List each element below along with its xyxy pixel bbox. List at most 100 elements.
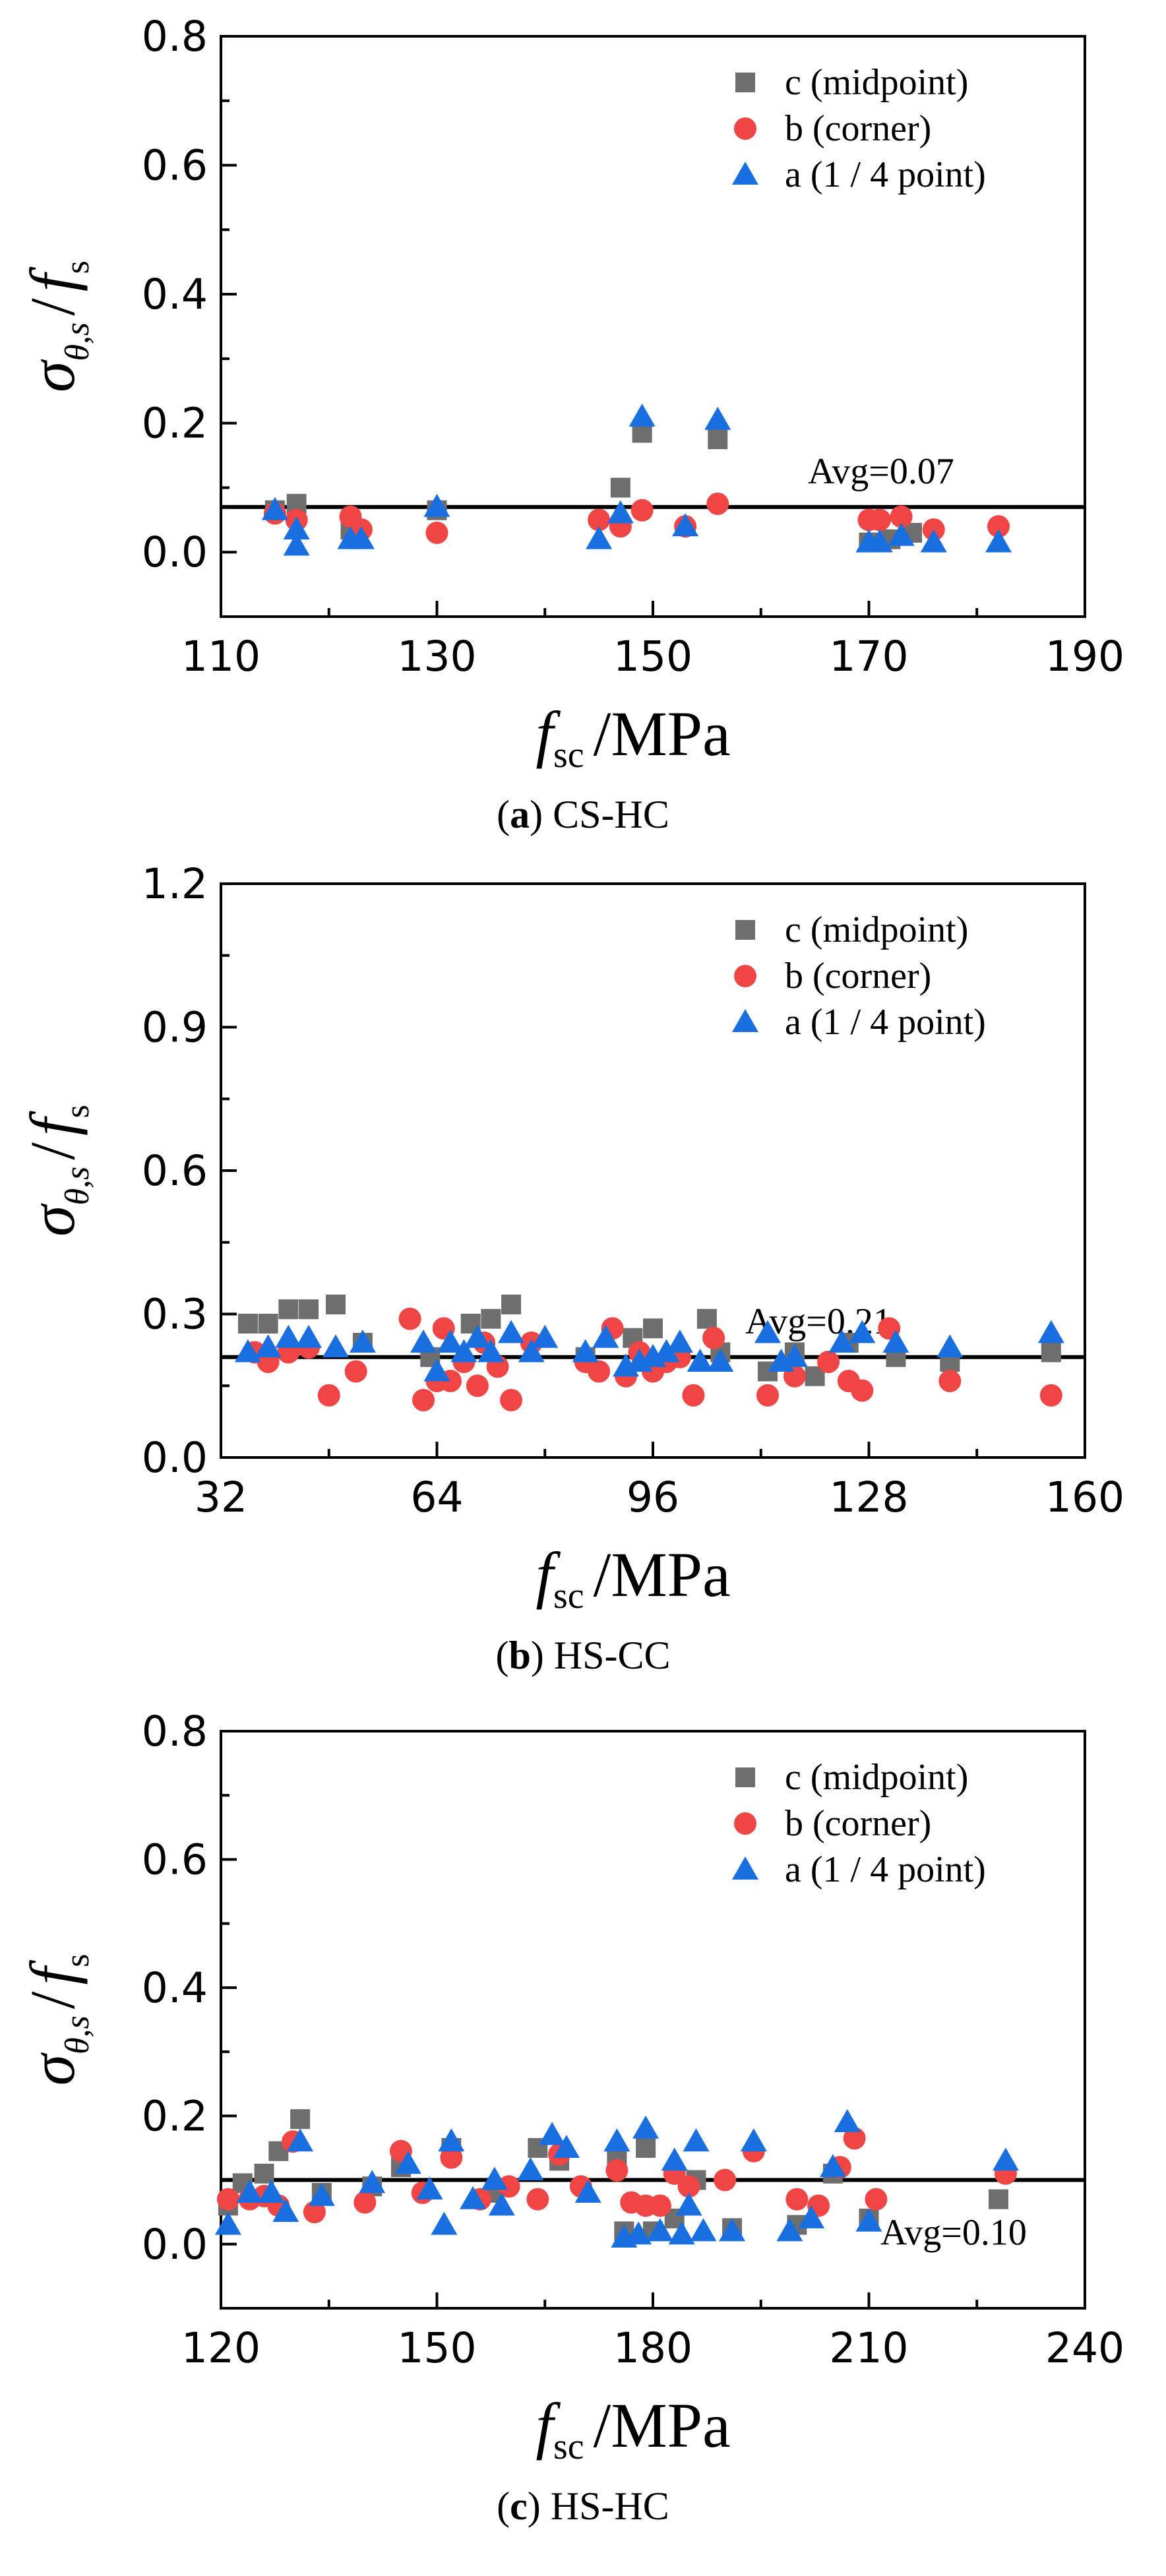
chart-panel-c: 120 150 180 210 240 0.0 0.2 0.4 0.6 0.8 Avg=0.10 c … [17, 1707, 1124, 2528]
data-point-square [989, 2189, 1008, 2209]
data-point-circle [440, 2146, 463, 2169]
data-point-square [258, 1314, 278, 1334]
data-point-circle [865, 2188, 888, 2211]
data-point-triangle [481, 2166, 508, 2190]
data-point-triangle [888, 522, 915, 546]
data-point-triangle [477, 1339, 505, 1363]
data-point-triangle [348, 526, 375, 549]
data-point-triangle [416, 2176, 443, 2200]
data-point-triangle [920, 529, 947, 553]
data-point-circle [714, 2168, 737, 2192]
data-point-triangle [349, 1330, 376, 1353]
legend-marker-triangle [732, 1856, 758, 1880]
data-point-circle [851, 1379, 874, 1402]
legend-label: c (midpoint) [785, 1757, 968, 1798]
x-tick-label: 110 [181, 632, 261, 681]
data-point-triangle [423, 493, 450, 517]
data-point-triangle [754, 1320, 781, 1343]
data-point-triangle [668, 2221, 695, 2245]
x-tick-label: 190 [1045, 632, 1124, 681]
data-point-circle [317, 1384, 340, 1407]
data-point-circle [425, 521, 448, 544]
legend-marker-circle [734, 965, 756, 987]
y-tick-label: 0.8 [142, 13, 208, 61]
data-point-circle [987, 515, 1010, 538]
y-axis-label: σθ,s/fs [17, 1954, 96, 2086]
data-point-triangle [586, 526, 613, 549]
data-point-square [237, 1314, 258, 1334]
data-point-triangle [625, 2221, 652, 2245]
legend-label: a (1 / 4 point) [785, 1849, 986, 1890]
data-point-triangle [308, 2182, 335, 2206]
data-point-triangle [394, 2151, 421, 2174]
data-point-circle [526, 2188, 549, 2211]
data-point-triangle [707, 1349, 734, 1372]
data-point-triangle [258, 2180, 285, 2203]
data-point-triangle [798, 2205, 825, 2228]
data-point-triangle [437, 1330, 464, 1353]
data-point-circle [677, 2175, 700, 2198]
data-point-triangle [295, 1324, 322, 1348]
data-point-circle [466, 1374, 489, 1397]
data-point-square [1041, 1342, 1061, 1363]
data-point-triangle [517, 2157, 544, 2180]
data-point-triangle [666, 1330, 693, 1353]
data-point-square [299, 1299, 319, 1320]
average-label: Avg=0.07 [808, 451, 954, 492]
data-point-triangle [539, 2122, 566, 2145]
data-point-triangle [275, 1324, 302, 1348]
data-point-triangle [646, 2218, 673, 2242]
data-point-square [290, 2109, 311, 2130]
data-point-triangle [675, 2192, 702, 2216]
legend-marker-circle [734, 1812, 756, 1835]
panel-caption: (b) HS-CC [495, 1634, 670, 1677]
data-point-triangle [855, 2208, 882, 2232]
chart-panel-a: 110 130 150 170 190 0.0 0.2 0.4 0.6 0.8 Avg=0.07 c … [17, 13, 1124, 836]
data-point-triangle [632, 2115, 660, 2139]
data-point-circle [344, 1360, 367, 1383]
data-point-circle [216, 2188, 239, 2211]
data-point-circle [303, 2201, 326, 2224]
data-point-triangle [553, 2134, 580, 2158]
data-point-triangle [661, 2147, 688, 2171]
y-axis-label: σθ,s/fs [17, 1105, 96, 1237]
data-point-square [708, 429, 728, 450]
data-point-triangle [629, 403, 656, 427]
legend-marker-square [735, 920, 755, 940]
legend: c (midpoint) b (corner) a (1 / 4 point) [732, 1757, 986, 1890]
data-point-triangle [834, 2109, 861, 2133]
data-point-triangle [518, 1339, 545, 1363]
data-point-triangle [322, 1334, 349, 1358]
y-tick-label: 0.6 [142, 1835, 208, 1884]
data-point-triangle [704, 406, 731, 430]
y-tick-label: 0.4 [142, 1964, 208, 2012]
y-tick-label: 0.4 [142, 270, 208, 319]
y-tick-label: 0.6 [142, 1147, 208, 1195]
data-point-circle [706, 492, 729, 515]
series-triangle [214, 2109, 1019, 2248]
legend-label: a (1 / 4 point) [785, 1002, 986, 1043]
x-tick-label: 180 [613, 2324, 692, 2372]
legend-marker-triangle [732, 162, 758, 185]
data-point-triangle [572, 1339, 599, 1363]
x-tick-label: 210 [829, 2324, 908, 2372]
data-point-circle [756, 1384, 779, 1407]
data-point-triangle [1037, 1320, 1064, 1343]
data-point-triangle [776, 2218, 803, 2242]
legend-label: b (corner) [785, 108, 931, 149]
y-tick-label: 0.0 [142, 2221, 208, 2269]
data-point-triangle [532, 1324, 559, 1348]
series-triangle [234, 1320, 1064, 1382]
legend-marker-square [735, 1767, 755, 1787]
x-tick-label: 64 [410, 1473, 463, 1521]
data-point-triangle [450, 1339, 477, 1363]
data-point-circle [938, 1370, 962, 1392]
data-point-triangle [690, 2218, 717, 2242]
x-tick-label: 170 [829, 632, 908, 681]
data-point-triangle [781, 1343, 808, 1367]
data-point-triangle [985, 529, 1012, 553]
legend-marker-circle [734, 117, 756, 140]
data-point-triangle [719, 2218, 746, 2242]
data-point-triangle [687, 1349, 714, 1372]
